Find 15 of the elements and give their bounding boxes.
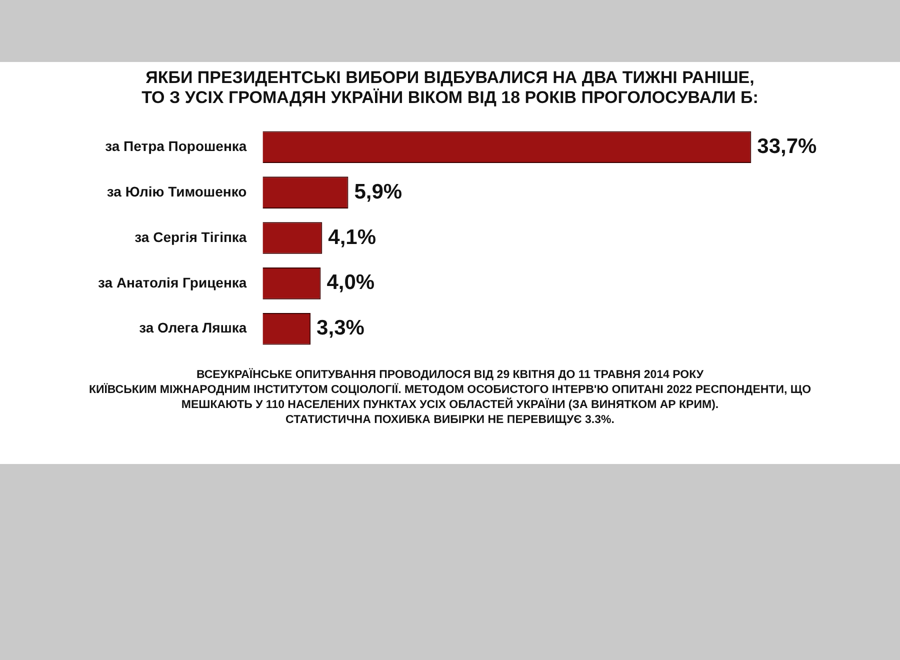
data-label: 33,7% bbox=[757, 134, 818, 158]
data-label: 4,1% bbox=[328, 226, 376, 249]
text: СТАТИСТИЧНА ПОХИБКА ВИБІРКИ НЕ ПЕРЕВИЩУЄ 3.3%. bbox=[286, 414, 614, 426]
text: КИЇВСЬКИМ МІЖНАРОДНИМ ІНСТИТУТОМ СОЦІОЛОГІЇ. МЕТОДОМ ОСОБИСТОГО ІНТЕРВ'Ю ОПИТАНІ 2022 РЕСПОНДЕНТИ, ЩО bbox=[88, 384, 812, 396]
y-tick-label: за Анатолія Гриценка bbox=[98, 274, 247, 290]
y-tick-label: за Юлію Тимошенко bbox=[106, 183, 247, 200]
text: ВСЕУКРАЇНСЬКЕ ОПИТУВАННЯ ПРОВОДИЛОСЯ ВІД 29 КВІТНЯ ДО 11 ТРАВНЯ 2014 РОКУ bbox=[196, 369, 704, 381]
y-tick-label: за Сергія Тігіпка bbox=[134, 228, 247, 245]
data-label: 4,0% bbox=[326, 271, 375, 294]
y-tick-label: за Петра Порошенка bbox=[105, 138, 247, 154]
y-tick-label: за Олега Ляшка bbox=[139, 320, 247, 336]
text: МЕШКАЮТЬ У 110 НАСЕЛЕНИХ ПУНКТАХ УСІХ ОБЛАСТЕЙ УКРАЇНИ (ЗА ВИНЯТКОМ АР КРИМ). bbox=[181, 399, 719, 411]
chart-title: ЯКБИ ПРЕЗИДЕНТСЬКІ ВИБОРИ ВІДБУВАЛИСЯ НА ДВА ТИЖНІ РАНІШЕ, ТО З УСІХ ГРОМАДЯН УКРАЇНИ ВІКОМ ВІД 18 РОКІВ ПРОГОЛОСУВАЛИ Б: bbox=[140, 68, 760, 108]
data-label: 5,9% bbox=[354, 180, 402, 204]
data-label: 3,3% bbox=[316, 316, 365, 340]
